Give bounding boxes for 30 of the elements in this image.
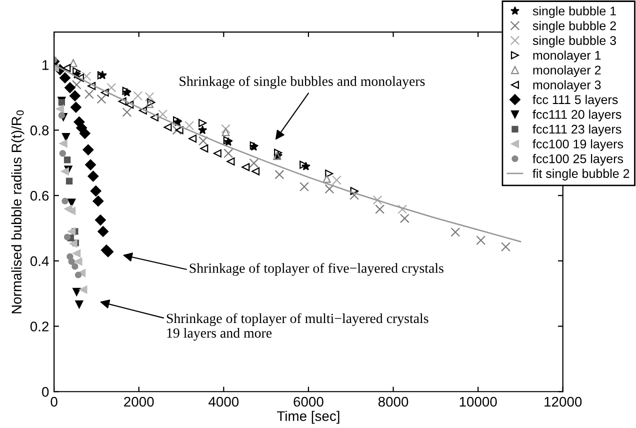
- annotation: Shrinkage of toplayer of five−layered crystals: [190, 262, 444, 276]
- x-tick-label: 6000: [294, 396, 324, 407]
- legend-label: monolayer 3: [533, 80, 601, 92]
- y-tick-label: 0.4: [30, 256, 49, 266]
- y-tick-label: 0: [42, 386, 49, 397]
- annotation: Shrinkage of single bubbles and monolayers: [180, 76, 425, 89]
- annotation: Shrinkage of toplayer of multi−layered crystals 19 layers and more: [166, 313, 428, 341]
- legend-label: single bubble 1: [532, 6, 616, 18]
- legend-label: fcc100 19 layers: [532, 139, 624, 151]
- legend-label: single bubble 3: [532, 36, 616, 48]
- y-tick-label: 0.2: [30, 322, 49, 332]
- legend-label: monolayer 2: [533, 65, 601, 78]
- x-tick-label: 12000: [544, 396, 582, 407]
- y-tick-label: 0.8: [30, 125, 49, 136]
- legend-label: fcc100 25 layers: [532, 154, 624, 166]
- y-axis-title: Normalised bubble radius R(t)/R$_{0}$: [11, 110, 24, 314]
- legend-label: fcc111 20 layers: [532, 110, 622, 122]
- x-axis-title: Time [sec]: [277, 410, 340, 424]
- x-tick-label: 2000: [124, 396, 154, 407]
- x-tick-label: 4000: [208, 396, 239, 407]
- x-tick-label: 0: [50, 396, 58, 407]
- x-tick-label: 10000: [460, 396, 497, 407]
- legend-label: fit single bubble 2: [532, 168, 630, 180]
- x-tick-label: 8000: [378, 396, 408, 407]
- legend-label: fcc111 23 layers: [532, 124, 622, 136]
- y-tick-label: 0.6: [30, 190, 49, 201]
- legend-label: fcc 111 5 layers: [532, 94, 618, 107]
- y-tick-label: 1: [42, 60, 49, 70]
- legend-label: single bubble 2: [532, 21, 616, 33]
- legend-label: monolayer 1: [533, 50, 601, 62]
